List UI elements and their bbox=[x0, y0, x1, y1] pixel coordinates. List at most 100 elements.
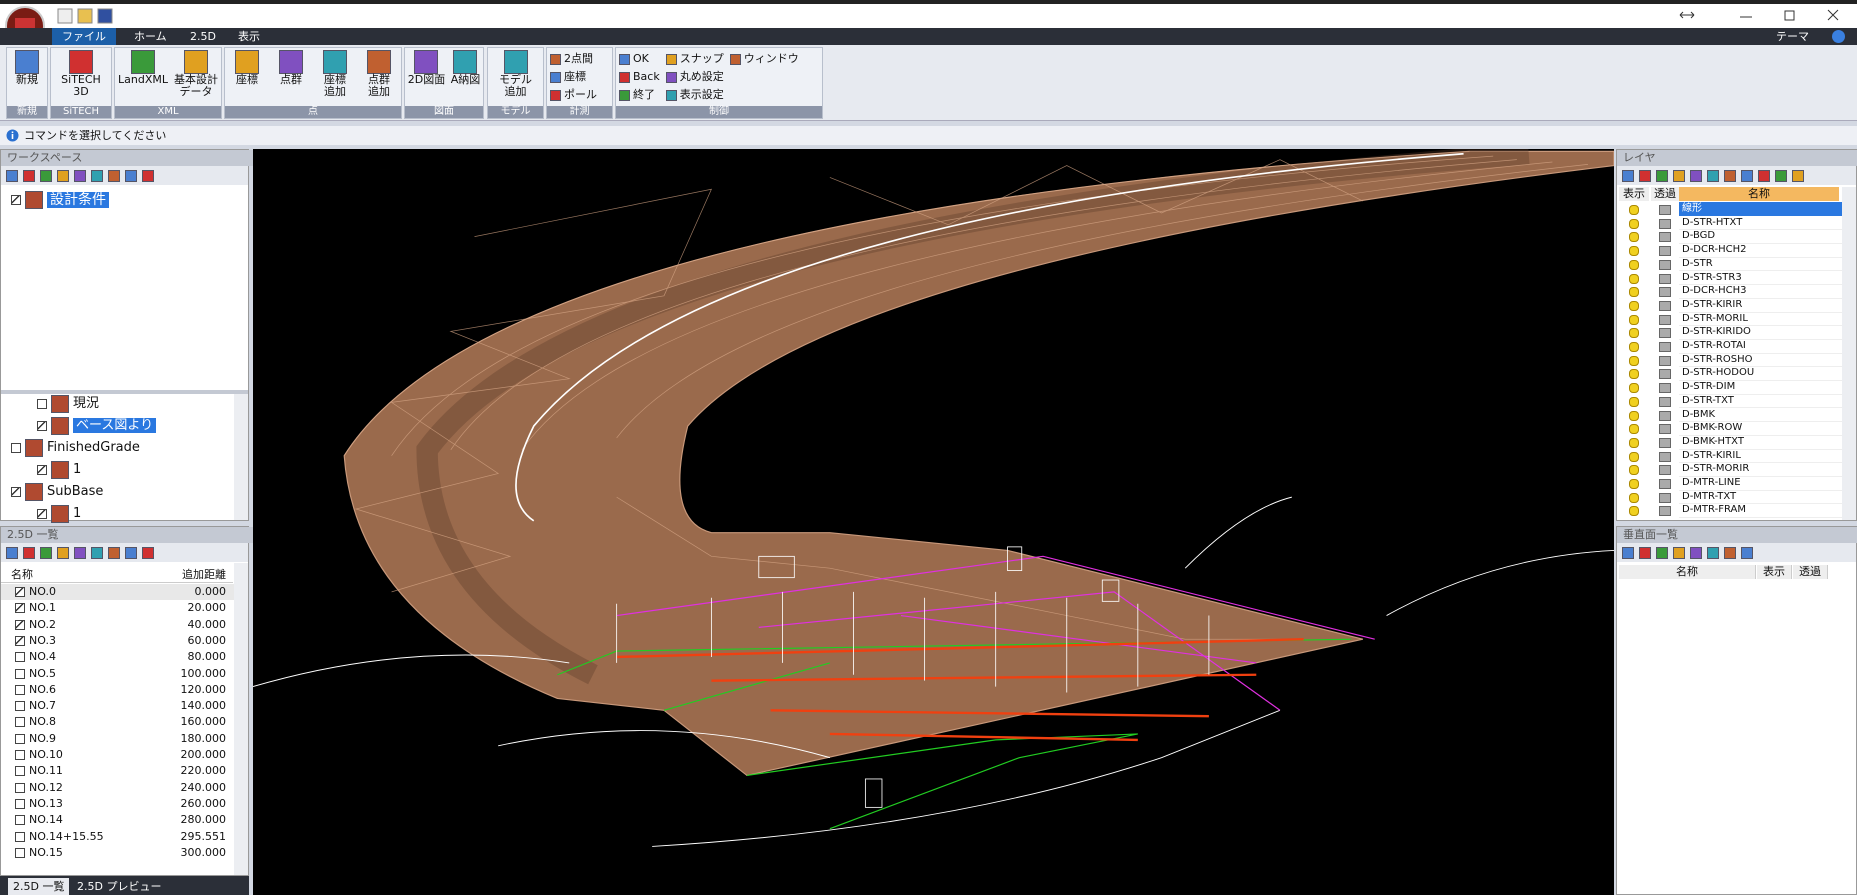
bottom-tab[interactable]: 2.5D 一覧 bbox=[8, 878, 70, 895]
row-checkbox[interactable] bbox=[15, 815, 25, 826]
toolbar-icon[interactable] bbox=[1673, 170, 1685, 182]
row-checkbox[interactable] bbox=[15, 798, 25, 809]
layer-name[interactable]: D-MTR-FRAM bbox=[1679, 503, 1842, 519]
ribbon-button[interactable]: ポール bbox=[550, 86, 597, 104]
list-row[interactable]: NO.14 280.000 bbox=[1, 812, 234, 828]
toolbar-icon[interactable] bbox=[1639, 170, 1651, 182]
ribbon-button[interactable]: SiTECH 3D bbox=[61, 50, 101, 98]
ribbon-button[interactable]: 座標 追加 bbox=[323, 50, 347, 98]
ribbon-button[interactable]: モデル 追加 bbox=[499, 50, 532, 98]
list-row[interactable]: NO.5 100.000 bbox=[1, 666, 234, 682]
visible-icon[interactable] bbox=[1629, 328, 1639, 339]
toolbar-icon[interactable] bbox=[1656, 547, 1668, 559]
tree-checkbox[interactable] bbox=[37, 398, 47, 409]
layer-name[interactable]: D-STR-KIRIR bbox=[1679, 298, 1842, 313]
layer-name[interactable]: D-DCR-HCH2 bbox=[1679, 243, 1842, 258]
list-row[interactable]: NO.15 300.000 bbox=[1, 845, 234, 861]
visible-icon[interactable] bbox=[1629, 492, 1639, 503]
ribbon-button[interactable]: OK bbox=[619, 50, 660, 68]
layer-name[interactable]: D-DCR-HCH3 bbox=[1679, 284, 1842, 299]
row-checkbox[interactable] bbox=[15, 619, 25, 630]
ribbon-button[interactable]: 2点間 bbox=[550, 50, 597, 68]
list-row[interactable]: NO.6 120.000 bbox=[1, 682, 234, 698]
visible-icon[interactable] bbox=[1629, 410, 1639, 421]
transparent-icon[interactable] bbox=[1659, 273, 1671, 284]
visible-icon[interactable] bbox=[1629, 287, 1639, 298]
visible-icon[interactable] bbox=[1629, 465, 1639, 476]
ribbon-button[interactable]: スナップ bbox=[665, 50, 724, 68]
toolbar-icon[interactable] bbox=[57, 547, 69, 559]
transparent-icon[interactable] bbox=[1659, 396, 1671, 407]
toolbar-icon[interactable] bbox=[142, 170, 154, 182]
transparent-icon[interactable] bbox=[1659, 506, 1671, 517]
transparent-icon[interactable] bbox=[1659, 465, 1671, 476]
toolbar-icon[interactable] bbox=[1724, 170, 1736, 182]
layer-name[interactable]: D-STR-ROTAI bbox=[1679, 339, 1842, 354]
tree-item[interactable]: ベース図より bbox=[37, 416, 157, 436]
transparent-icon[interactable] bbox=[1659, 355, 1671, 366]
list-row[interactable]: NO.7 140.000 bbox=[1, 698, 234, 714]
toolbar-icon[interactable] bbox=[1758, 170, 1770, 182]
layer-name[interactable]: D-MTR-LINE bbox=[1679, 476, 1842, 491]
toolbar-icon[interactable] bbox=[142, 547, 154, 559]
transparent-icon[interactable] bbox=[1659, 205, 1671, 215]
ribbon-button[interactable]: A納図 bbox=[451, 50, 480, 86]
list-row[interactable]: NO.10 200.000 bbox=[1, 747, 234, 763]
tree-item[interactable]: 1 bbox=[37, 504, 81, 524]
toolbar-icon[interactable] bbox=[91, 170, 103, 182]
visible-icon[interactable] bbox=[1629, 383, 1639, 394]
row-checkbox[interactable] bbox=[15, 831, 25, 842]
toolbar-icon[interactable] bbox=[40, 547, 52, 559]
toolbar-icon[interactable] bbox=[125, 170, 137, 182]
toolbar-icon[interactable] bbox=[6, 170, 18, 182]
transparent-icon[interactable] bbox=[1659, 300, 1671, 311]
toolbar-icon[interactable] bbox=[1639, 547, 1651, 559]
toolbar-icon[interactable] bbox=[23, 170, 35, 182]
toolbar-icon[interactable] bbox=[6, 547, 18, 559]
visible-icon[interactable] bbox=[1629, 479, 1639, 489]
tree-item[interactable]: 設計条件 bbox=[11, 190, 109, 210]
transparent-icon[interactable] bbox=[1659, 369, 1671, 380]
tree-checkbox[interactable] bbox=[37, 420, 47, 431]
tree-checkbox[interactable] bbox=[11, 195, 21, 205]
toolbar-icon[interactable] bbox=[57, 170, 69, 182]
visible-icon[interactable] bbox=[1629, 342, 1639, 352]
transparent-icon[interactable] bbox=[1659, 342, 1671, 352]
visible-icon[interactable] bbox=[1629, 424, 1639, 435]
ribbon-button[interactable]: Back bbox=[619, 68, 660, 86]
tree-item[interactable]: SubBase bbox=[11, 482, 103, 502]
transparent-icon[interactable] bbox=[1659, 232, 1671, 243]
transparent-icon[interactable] bbox=[1659, 246, 1671, 257]
layer-name[interactable]: D-BMK-ROW bbox=[1679, 421, 1842, 436]
visible-icon[interactable] bbox=[1629, 355, 1639, 366]
visible-icon[interactable] bbox=[1629, 246, 1639, 257]
bottom-tab[interactable]: 2.5D プレビュー bbox=[77, 880, 162, 893]
list-row[interactable]: NO.9 180.000 bbox=[1, 731, 234, 747]
toolbar-icon[interactable] bbox=[1724, 547, 1736, 559]
row-checkbox[interactable] bbox=[15, 652, 25, 663]
row-checkbox[interactable] bbox=[15, 782, 25, 793]
toolbar-icon[interactable] bbox=[1690, 170, 1702, 182]
toolbar-icon[interactable] bbox=[74, 170, 86, 182]
toolbar-icon[interactable] bbox=[74, 547, 86, 559]
ribbon-tab[interactable]: 2.5D bbox=[190, 30, 216, 43]
transparent-icon[interactable] bbox=[1659, 424, 1671, 435]
tree-item[interactable]: FinishedGrade bbox=[11, 438, 140, 458]
toolbar-icon[interactable] bbox=[1656, 170, 1668, 182]
visible-icon[interactable] bbox=[1629, 273, 1639, 284]
tree-item[interactable]: 現況 bbox=[37, 394, 99, 414]
row-checkbox[interactable] bbox=[15, 701, 25, 712]
toolbar-icon[interactable] bbox=[1673, 547, 1685, 559]
layer-name[interactable]: D-STR-MORIL bbox=[1679, 312, 1842, 327]
ribbon-tab[interactable]: 表示 bbox=[238, 30, 260, 43]
row-checkbox[interactable] bbox=[15, 587, 25, 597]
list-row[interactable]: NO.8 160.000 bbox=[1, 714, 234, 730]
layer-name[interactable]: D-STR-MORIR bbox=[1679, 462, 1842, 477]
ribbon-button[interactable]: ウィンドウ bbox=[729, 50, 799, 68]
layer-name[interactable]: D-STR-DIM bbox=[1679, 380, 1842, 395]
toolbar-icon[interactable] bbox=[1622, 547, 1634, 559]
transparent-icon[interactable] bbox=[1659, 218, 1671, 229]
tree-checkbox[interactable] bbox=[37, 508, 47, 519]
visible-icon[interactable] bbox=[1629, 300, 1639, 311]
ribbon-button[interactable]: 基本設計 データ bbox=[174, 50, 218, 98]
